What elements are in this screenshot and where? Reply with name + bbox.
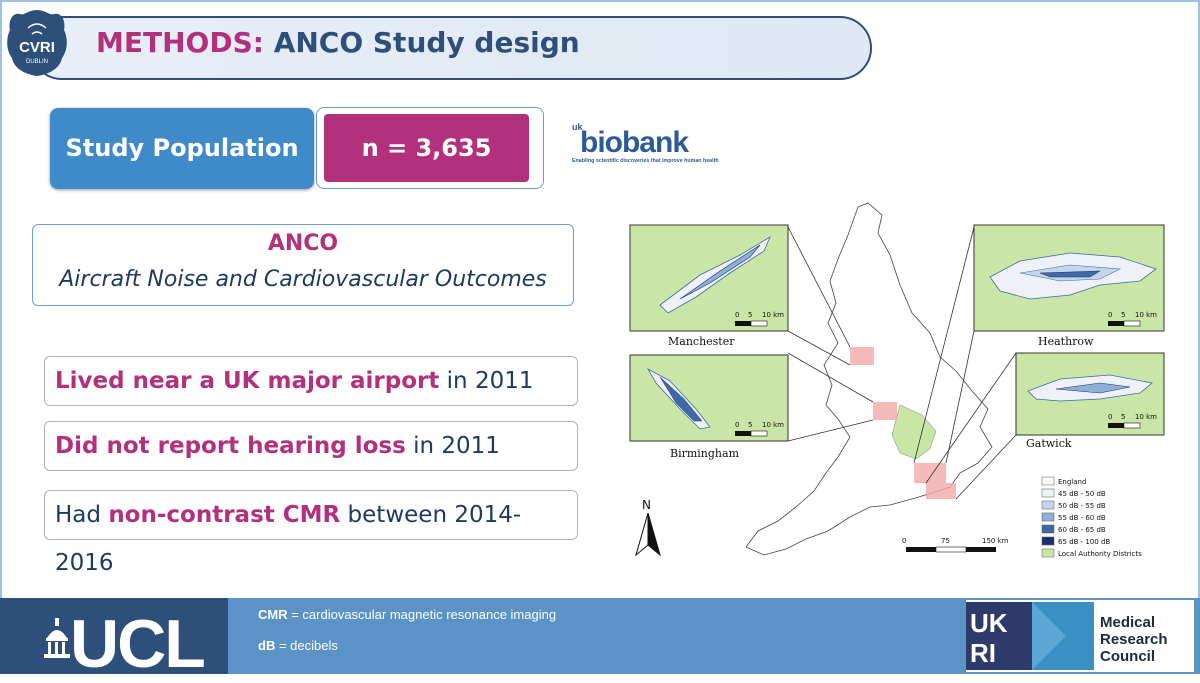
footnote-abbr: CMR: [258, 607, 288, 622]
ucl-panel: [0, 598, 228, 674]
legend-label: 65 dB - 100 dB: [1058, 538, 1110, 546]
mrc-line: Medical: [1100, 614, 1156, 631]
ucl-logo-text: UCL: [70, 606, 206, 682]
main-scale-label: 150 km: [982, 537, 1009, 545]
cvri-logo: CVRI DUBLIN: [7, 10, 67, 76]
anco-title: ANCO: [267, 231, 339, 256]
anco-subtitle: Aircraft Noise and Cardiovascular Outcom…: [59, 267, 547, 292]
criterion-highlight: Lived near a UK major airport: [55, 368, 440, 394]
criterion-hearing: Did not report hearing loss in 2011: [44, 421, 578, 471]
scale-label: 0: [735, 421, 739, 429]
criterion-cmr: Had non-contrast CMR between 2014-2016: [44, 490, 578, 576]
airport-noise-map: 0 5 10 km Manchester 0 5 10 km Birmingha…: [629, 202, 1165, 558]
inset-heathrow: 0 5 10 km: [973, 224, 1165, 332]
biobank-tagline: Enabling scientific discoveries that imp…: [572, 158, 719, 164]
sample-size-box: n = 3,635: [324, 114, 529, 182]
ukri-line2: RI: [970, 638, 996, 668]
legend-swatch: [1041, 476, 1055, 486]
footnote-cmr: CMR = cardiovascular magnetic resonance …: [258, 607, 556, 622]
criterion-text: in 2011: [439, 368, 534, 394]
scale-label: 10 km: [762, 421, 784, 429]
criterion-highlight: non-contrast CMR: [108, 502, 341, 528]
mrc-line: Council: [1100, 648, 1155, 665]
ukri-line1: UK: [970, 608, 1008, 638]
cvri-subtext: DUBLIN: [26, 59, 48, 65]
criterion-airport: Lived near a UK major airport in 2011: [44, 356, 578, 406]
scale-label: 5: [748, 421, 752, 429]
sample-size-value: n = 3,635: [361, 134, 492, 162]
title-rest: ANCO Study design: [273, 26, 580, 59]
scale-label: 5: [1121, 413, 1125, 421]
mrc-logo-text: Medical Research Council: [1100, 614, 1168, 665]
map-legend: England 45 dB - 50 dB 50 dB - 55 dB 55 dB -…: [1041, 476, 1142, 558]
study-population-box: Study Population: [50, 108, 314, 189]
title-accent: METHODS:: [96, 26, 264, 59]
inset-label-gatwick: Gatwick: [1026, 437, 1072, 450]
inset-label-birmingham: Birmingham: [670, 447, 740, 460]
legend-label: 50 dB - 55 dB: [1058, 502, 1106, 510]
legend-label: Local Authority Districts: [1058, 550, 1142, 558]
inset-manchester: 0 5 10 km: [629, 224, 789, 332]
scale-label: 10 km: [1135, 413, 1157, 421]
scale-label: 0: [735, 311, 739, 319]
anco-box: ANCO Aircraft Noise and Cardiovascular O…: [32, 224, 574, 306]
footnote-text: = cardiovascular magnetic resonance imag…: [287, 607, 557, 622]
ucl-dome-icon: [44, 618, 70, 658]
biobank-name: biobank: [580, 126, 689, 159]
inset-label-heathrow: Heathrow: [1038, 335, 1094, 348]
criterion-text: between 2014-2016: [55, 502, 522, 576]
legend-swatch: [1041, 548, 1055, 558]
inset-label-manchester: Manchester: [668, 335, 735, 348]
footnote-text: = decibels: [275, 638, 338, 653]
criterion-highlight: Did not report hearing loss: [55, 433, 406, 459]
scale-label: 10 km: [762, 311, 784, 319]
scale-label: 0: [1108, 311, 1112, 319]
scale-label: 0: [1108, 413, 1112, 421]
mrc-line: Research: [1100, 631, 1168, 648]
legend-swatch: [1041, 536, 1055, 546]
footnote-db: dB = decibels: [258, 638, 338, 653]
inset-birmingham: 0 5 10 km: [629, 354, 789, 442]
legend-label: England: [1058, 478, 1086, 486]
legend-label: 60 dB - 65 dB: [1058, 526, 1106, 534]
footnote-abbr: dB: [258, 638, 276, 653]
scale-label: 5: [748, 311, 752, 319]
study-population-label: Study Population: [65, 134, 299, 162]
criterion-text: in 2011: [405, 433, 500, 459]
uk-biobank-logo: uk biobank Enabling scientific discoveri…: [572, 122, 719, 164]
biobank-prefix: uk: [572, 122, 583, 132]
criterion-pre: Had: [55, 502, 109, 528]
page-title: METHODS: ANCO Study design: [96, 26, 580, 59]
inset-gatwick: 0 5 10 km: [1015, 352, 1165, 436]
scale-label: 5: [1121, 311, 1125, 319]
legend-label: 55 dB - 60 dB: [1058, 514, 1106, 522]
legend-swatch: [1041, 500, 1055, 510]
main-scale-label: 75: [941, 537, 950, 545]
legend-swatch: [1041, 488, 1055, 498]
legend-label: 45 dB - 50 dB: [1058, 490, 1106, 498]
main-scale-label: 0: [902, 537, 906, 545]
cvri-text: CVRI: [19, 39, 55, 56]
north-arrow-icon: [635, 512, 661, 557]
ukri-logo: UK RI: [966, 602, 1094, 670]
north-label: N: [642, 498, 651, 512]
title-bar: [30, 16, 872, 80]
legend-swatch: [1041, 512, 1055, 522]
scale-label: 10 km: [1135, 311, 1157, 319]
legend-swatch: [1041, 524, 1055, 534]
